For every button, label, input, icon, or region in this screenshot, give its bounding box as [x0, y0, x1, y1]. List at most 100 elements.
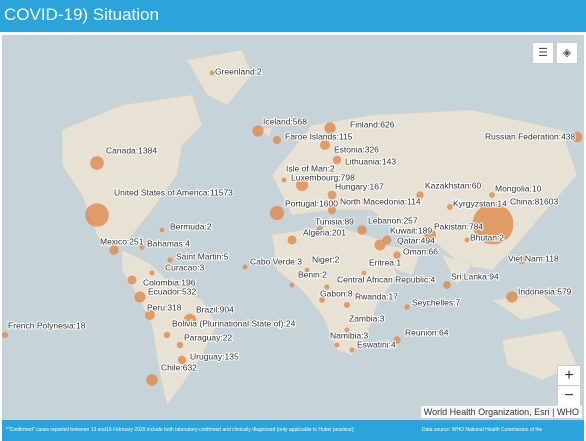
map: Greenland:2 Iceland:568 Finland:626 Faroe I… — [2, 35, 584, 420]
case-marker — [382, 235, 392, 245]
case-marker — [343, 301, 351, 309]
legend-button[interactable]: ☰ — [532, 42, 554, 64]
case-marker — [423, 228, 437, 242]
case-marker — [167, 257, 173, 263]
place-label: Uruguay:135 — [190, 351, 239, 361]
case-marker — [2, 331, 9, 339]
case-marker — [146, 374, 158, 386]
place-label: Kyrgyzstan:14 — [453, 198, 507, 208]
place-label: Tunisia:89 — [315, 216, 354, 226]
place-label: China:81603 — [510, 196, 558, 206]
place-label: Ecuador:532 — [148, 286, 196, 296]
case-marker — [289, 282, 295, 288]
place-label: Hungary:167 — [335, 181, 384, 191]
place-label: Bhutan:2 — [470, 232, 504, 242]
footer-source: Data source: WHO National Health Commiss… — [422, 427, 543, 433]
case-marker — [374, 239, 386, 251]
place-label: Kuwait:189 — [390, 225, 432, 235]
case-marker — [163, 331, 171, 339]
case-marker — [281, 177, 287, 183]
place-label: Seychelles:7 — [412, 297, 460, 307]
place-label: Bolivia (Plurinational State of):24 — [172, 318, 296, 328]
place-label: United States of America:11573 — [114, 187, 233, 197]
case-marker — [517, 255, 527, 265]
title-bar: COVID-19) Situation — [0, 0, 586, 32]
case-marker — [295, 178, 309, 192]
case-marker — [324, 284, 330, 290]
case-marker — [134, 291, 146, 303]
zoom-out[interactable]: − — [557, 385, 581, 407]
place-label: Greenland:2 — [215, 66, 262, 76]
place-label: Qatar:494 — [397, 235, 435, 245]
case-marker — [139, 244, 145, 250]
place-label: Bahamas:4 — [147, 238, 190, 248]
place-label: Brazil:904 — [196, 304, 234, 314]
case-marker — [447, 204, 453, 210]
place-label: Bermuda:2 — [170, 221, 212, 231]
attribution: World Health Organization, Esri | WHO — [420, 406, 582, 418]
place-label: Estonia:326 — [334, 144, 379, 154]
place-label: Peru:318 — [147, 302, 182, 312]
case-marker — [319, 297, 325, 303]
place-label: Namibia:3 — [330, 330, 369, 340]
case-marker — [145, 310, 155, 320]
case-marker — [183, 313, 197, 327]
place-label: Indonesia:579 — [518, 286, 572, 296]
place-label: Algeria:201 — [303, 227, 346, 237]
case-marker — [159, 227, 165, 233]
case-marker — [349, 347, 355, 353]
labels: Greenland:2 Iceland:568 Finland:626 Faroe I… — [7, 65, 577, 373]
case-marker — [320, 140, 330, 150]
case-marker — [571, 131, 583, 143]
case-marker — [109, 245, 119, 255]
case-marker — [506, 291, 518, 303]
case-marker — [252, 125, 264, 137]
case-marker — [242, 264, 248, 270]
place-label: Reunion:64 — [405, 327, 449, 337]
place-label: Cabo Verde:3 — [250, 256, 302, 266]
place-label: French Polynesia:18 — [8, 320, 86, 330]
case-marker — [327, 190, 337, 200]
place-label: Central African Republic:4 — [337, 274, 436, 284]
place-label: Kazakhstan:60 — [425, 180, 482, 190]
place-label: Finland:626 — [350, 119, 395, 129]
place-label: North Macedonia:114 — [340, 196, 421, 206]
place-label: Colombia:196 — [143, 277, 196, 287]
footer-note: *"Confirmed" cases reported between 13 a… — [6, 427, 355, 433]
case-marker — [177, 355, 187, 365]
case-marker — [472, 203, 514, 245]
place-label: Benin:2 — [298, 269, 327, 279]
place-label: Rwanda:17 — [355, 291, 398, 301]
place-label: Lithuania:143 — [345, 156, 396, 166]
place-label: Sri Lanka:94 — [451, 271, 499, 281]
footer: *"Confirmed" cases reported between 13 a… — [2, 420, 584, 441]
place-label: Niger:2 — [312, 254, 340, 264]
place-label: Mongolia:10 — [495, 183, 542, 193]
zoom-in[interactable]: + — [557, 365, 581, 387]
case-marker — [149, 270, 155, 276]
case-marker — [334, 342, 340, 348]
case-marker — [209, 70, 215, 76]
case-marker — [287, 235, 297, 245]
case-marker — [464, 237, 470, 243]
case-marker — [393, 336, 401, 344]
case-marker — [332, 155, 342, 165]
place-label: Canada:1384 — [106, 145, 157, 155]
case-marker — [404, 304, 410, 310]
case-marker — [90, 156, 104, 170]
case-marker — [327, 205, 337, 215]
markers — [2, 70, 583, 386]
title: COVID-19) Situation — [4, 5, 159, 24]
place-label: Oman:66 — [403, 246, 438, 256]
case-marker — [127, 275, 137, 285]
case-marker — [316, 226, 324, 234]
case-marker — [85, 203, 109, 227]
place-label: Iceland:568 — [263, 116, 307, 126]
case-marker — [361, 270, 367, 276]
layers-button[interactable]: ◈ — [556, 42, 578, 64]
case-marker — [489, 192, 495, 198]
case-marker — [269, 205, 285, 221]
place-label: Portugal:1600 — [285, 198, 338, 208]
place-label: Gabon:8 — [320, 288, 353, 298]
